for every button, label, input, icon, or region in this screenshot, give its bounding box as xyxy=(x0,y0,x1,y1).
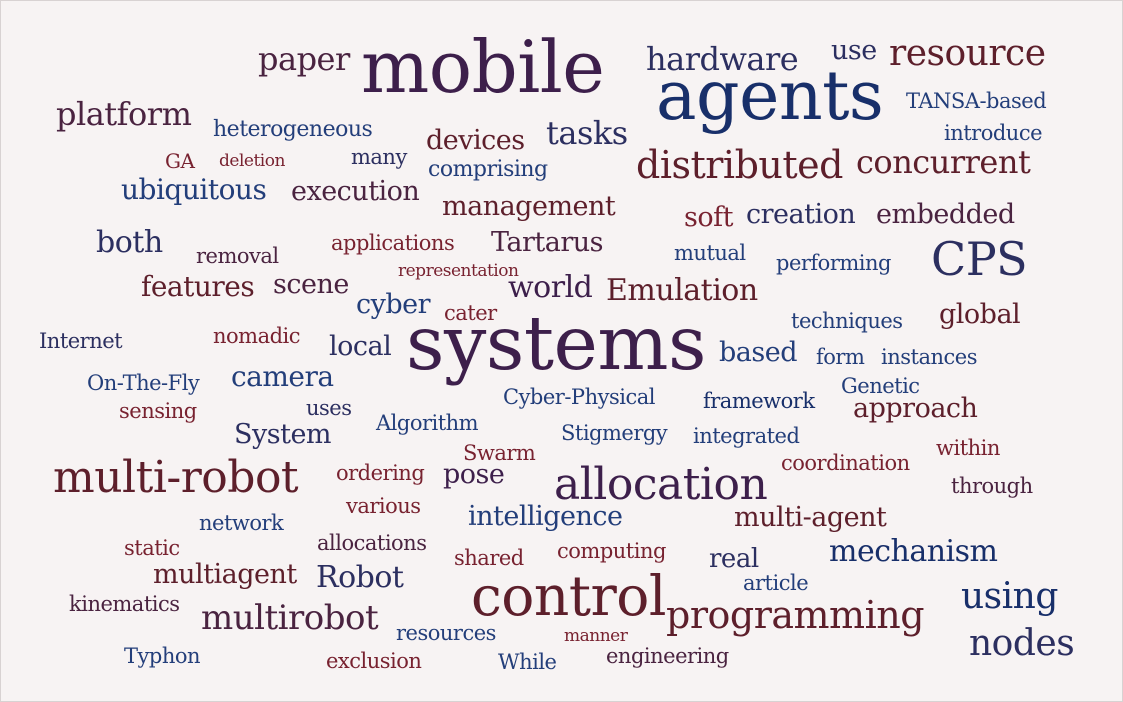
word-ordering: ordering xyxy=(336,461,425,485)
word-features: features xyxy=(141,270,255,303)
word-resources: resources xyxy=(396,621,496,645)
word-platform: platform xyxy=(56,95,192,133)
word-computing: computing xyxy=(557,539,666,563)
word-exclusion: exclusion xyxy=(326,649,422,673)
word-through: through xyxy=(951,474,1033,498)
word-multirobot: multirobot xyxy=(201,598,379,638)
word-control: control xyxy=(471,564,666,628)
word-allocation: allocation xyxy=(554,459,768,510)
word-techniques: techniques xyxy=(791,309,903,333)
word-systems: systems xyxy=(406,299,706,387)
word-internet: Internet xyxy=(39,329,123,353)
word-agents: agents xyxy=(656,57,884,136)
word-robot: Robot xyxy=(316,560,404,595)
word-stigmergy: Stigmergy xyxy=(561,421,668,445)
word-tansa-based: TANSA-based xyxy=(906,89,1047,113)
word-scene: scene xyxy=(273,269,349,300)
word-multi-agent: multi-agent xyxy=(734,502,887,533)
word-mobile: mobile xyxy=(361,25,605,109)
word-cater: cater xyxy=(444,301,497,325)
word-global: global xyxy=(939,299,1021,330)
word-genetic: Genetic xyxy=(841,374,920,398)
word-management: management xyxy=(442,191,616,222)
word-system: System xyxy=(234,419,332,450)
word-many: many xyxy=(351,145,407,169)
word-soft: soft xyxy=(684,202,733,233)
word-creation: creation xyxy=(746,199,856,230)
word-multi-robot: multi-robot xyxy=(53,452,299,503)
word-instances: instances xyxy=(881,345,977,369)
word-coordination: coordination xyxy=(781,451,910,475)
word-heterogeneous: heterogeneous xyxy=(213,117,373,142)
word-network: network xyxy=(199,511,284,535)
word-removal: removal xyxy=(196,244,279,268)
word-devices: devices xyxy=(426,125,525,156)
word-world: world xyxy=(508,270,593,305)
word-cyber-physical: Cyber-Physical xyxy=(503,385,655,409)
word-cps: CPS xyxy=(931,232,1028,286)
word-uses: uses xyxy=(306,396,352,420)
word-mechanism: mechanism xyxy=(829,534,998,569)
word-multiagent: multiagent xyxy=(153,559,297,590)
word-nomadic: nomadic xyxy=(213,324,301,348)
word-emulation: Emulation xyxy=(606,273,758,308)
word-engineering: engineering xyxy=(606,644,729,668)
word-framework: framework xyxy=(703,389,815,413)
word-swarm: Swarm xyxy=(463,441,536,465)
word-both: both xyxy=(96,225,163,260)
word-paper: paper xyxy=(258,40,350,78)
word-kinematics: kinematics xyxy=(69,592,180,616)
word-allocations: allocations xyxy=(317,531,427,555)
word-mutual: mutual xyxy=(674,241,746,265)
word-ubiquitous: ubiquitous xyxy=(121,173,267,206)
word-intelligence: intelligence xyxy=(468,501,623,532)
word-resource: resource xyxy=(889,33,1046,74)
word-shared: shared xyxy=(454,546,524,570)
word-camera: camera xyxy=(231,360,334,393)
word-comprising: comprising xyxy=(428,157,548,182)
word-within: within xyxy=(936,436,1000,460)
word-sensing: sensing xyxy=(119,399,197,423)
word-applications: applications xyxy=(331,231,455,255)
word-manner: manner xyxy=(564,626,628,646)
word-representation: representation xyxy=(398,261,519,281)
word-distributed: distributed xyxy=(636,143,843,187)
word-hardware: hardware xyxy=(646,40,799,78)
word-ga: GA xyxy=(165,149,195,173)
word-typhon: Typhon xyxy=(124,644,201,668)
word-on-the-fly: On-The-Fly xyxy=(87,371,200,395)
word-algorithm: Algorithm xyxy=(376,411,479,435)
word-concurrent: concurrent xyxy=(856,143,1031,181)
word-approach: approach xyxy=(853,393,978,424)
word-various: various xyxy=(346,494,421,518)
word-introduce: introduce xyxy=(944,121,1043,145)
word-use: use xyxy=(831,35,877,66)
word-execution: execution xyxy=(291,176,420,207)
word-integrated: integrated xyxy=(693,424,800,448)
word-local: local xyxy=(329,331,392,362)
word-tasks: tasks xyxy=(546,114,628,152)
word-cyber: cyber xyxy=(356,289,431,320)
word-performing: performing xyxy=(776,251,891,275)
word-embedded: embedded xyxy=(876,199,1015,230)
word-article: article xyxy=(743,571,809,595)
word-programming: programming xyxy=(666,593,925,637)
word-while: While xyxy=(498,650,557,674)
word-using: using xyxy=(961,576,1058,617)
word-real: real xyxy=(709,544,759,574)
word-based: based xyxy=(719,337,798,368)
word-tartarus: Tartarus xyxy=(491,227,604,258)
word-deletion: deletion xyxy=(219,151,285,171)
word-pose: pose xyxy=(443,459,505,490)
word-static: static xyxy=(124,536,180,560)
word-nodes: nodes xyxy=(969,623,1075,664)
word-form: form xyxy=(816,345,865,369)
